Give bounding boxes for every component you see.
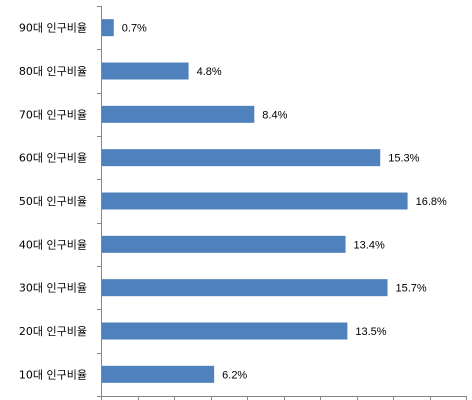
- bar-7: [102, 279, 388, 297]
- bar-5: [102, 192, 408, 210]
- bar-4: [102, 149, 381, 167]
- category-label: 60대 인구비율: [19, 152, 87, 165]
- value-label: 13.5%: [355, 326, 386, 338]
- chart-bars: [102, 19, 408, 383]
- value-label: 15.3%: [388, 153, 419, 165]
- bar-9: [102, 365, 215, 383]
- chart-axes: [97, 6, 467, 400]
- category-label: 40대 인구비율: [19, 238, 87, 251]
- value-label: 16.8%: [416, 196, 447, 208]
- category-label: 90대 인구비율: [19, 22, 87, 35]
- category-label: 70대 인구비율: [19, 108, 87, 121]
- value-label: 4.8%: [197, 66, 222, 78]
- bar-2: [102, 62, 189, 80]
- category-label: 30대 인구비율: [19, 282, 87, 295]
- bar-8: [102, 322, 348, 340]
- category-label: 20대 인구비율: [19, 325, 87, 338]
- value-label: 8.4%: [262, 109, 287, 121]
- bar-3: [102, 105, 255, 123]
- category-label: 50대 인구비율: [19, 195, 87, 208]
- category-label: 10대 인구비율: [19, 368, 87, 381]
- value-label: 6.2%: [222, 369, 247, 381]
- bar-6: [102, 235, 346, 253]
- chart-labels: 90대 인구비율 0.7% 80대 인구비율 4.8% 70대 인구비율 8.4% 60대 …: [19, 22, 447, 382]
- value-label: 13.4%: [354, 239, 385, 251]
- value-label: 0.7%: [122, 23, 147, 35]
- bar-1: [102, 19, 114, 37]
- category-label: 80대 인구비율: [19, 65, 87, 78]
- value-label: 15.7%: [396, 283, 427, 295]
